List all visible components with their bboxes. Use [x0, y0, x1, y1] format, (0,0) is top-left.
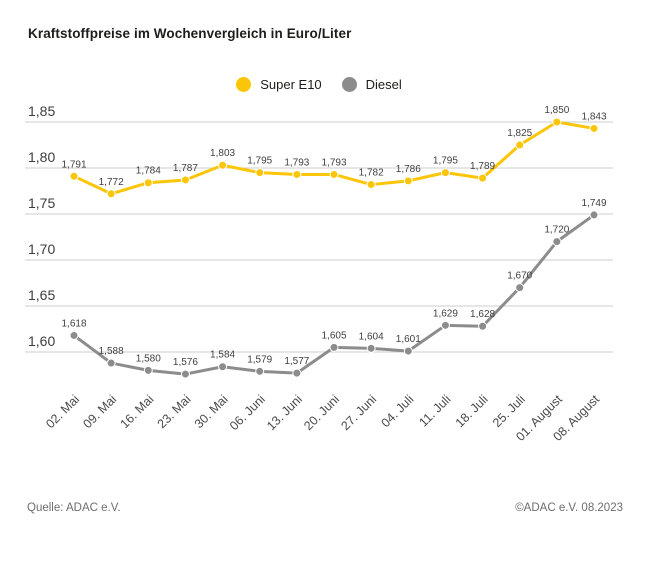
x-tick-label: 11. Juli [416, 392, 453, 429]
x-tick-label: 04. Juli [378, 392, 416, 430]
data-label-diesel: 1,720 [544, 225, 569, 236]
data-label-super-e10: 1,787 [173, 163, 198, 174]
data-point-super-e10 [292, 169, 302, 179]
data-point-diesel [143, 365, 153, 375]
footer-copyright: ©ADAC e.V. 08.2023 [515, 502, 623, 514]
legend-label-super-e10: Super E10 [260, 77, 322, 92]
data-point-super-e10 [180, 175, 190, 185]
x-tick-label: 23. Mai [155, 392, 194, 431]
x-tick-label: 20. Juni [301, 392, 342, 433]
data-label-super-e10: 1,825 [507, 128, 532, 139]
super-e10-dot-icon [236, 77, 252, 92]
data-label-diesel: 1,588 [99, 346, 124, 357]
data-label-super-e10: 1,795 [247, 156, 272, 167]
legend-item-super-e10: Super E10 [236, 77, 322, 92]
data-label-diesel: 1,601 [396, 334, 421, 345]
data-point-super-e10 [366, 180, 376, 190]
x-tick-label: 06. Juni [227, 392, 268, 433]
data-point-super-e10 [106, 189, 116, 199]
data-label-diesel: 1,576 [173, 357, 198, 368]
x-tick-label: 18. Juli [453, 392, 491, 430]
data-label-super-e10: 1,782 [359, 168, 384, 179]
data-label-super-e10: 1,786 [396, 164, 421, 175]
data-point-diesel [589, 210, 599, 220]
data-label-diesel: 1,584 [210, 350, 235, 361]
y-tick-label: 1,65 [28, 287, 55, 303]
data-label-diesel: 1,577 [284, 356, 309, 367]
data-label-super-e10: 1,850 [544, 105, 569, 116]
x-tick-label: 30. Mai [192, 392, 231, 431]
y-tick-label: 1,80 [28, 149, 55, 165]
data-point-super-e10 [403, 176, 413, 186]
data-point-diesel [218, 362, 228, 372]
data-label-super-e10: 1,793 [321, 157, 346, 168]
legend-item-diesel: Diesel [341, 77, 402, 92]
y-tick-label: 1,85 [28, 103, 55, 119]
data-point-diesel [552, 237, 562, 247]
data-label-diesel: 1,604 [359, 331, 384, 342]
data-point-diesel [106, 358, 116, 368]
y-tick-label: 1,70 [28, 241, 55, 257]
data-point-diesel [329, 342, 339, 352]
data-label-super-e10: 1,843 [581, 111, 606, 122]
y-tick-label: 1,75 [28, 195, 55, 211]
data-point-diesel [403, 346, 413, 356]
data-label-super-e10: 1,789 [470, 161, 495, 172]
chart-title: Kraftstoffpreise im Wochenvergleich in E… [28, 26, 352, 41]
data-point-super-e10 [218, 160, 228, 170]
x-tick-label: 02. Mai [43, 392, 82, 431]
data-label-super-e10: 1,784 [136, 166, 161, 177]
y-tick-label: 1,60 [28, 333, 55, 349]
data-point-super-e10 [143, 178, 153, 188]
data-point-super-e10 [589, 123, 599, 133]
legend-label-diesel: Diesel [365, 77, 402, 92]
data-point-diesel [255, 366, 265, 376]
data-point-diesel [180, 369, 190, 379]
data-point-super-e10 [440, 168, 450, 178]
diesel-dot-icon [341, 77, 357, 92]
data-point-diesel [478, 321, 488, 331]
data-label-diesel: 1,579 [247, 354, 272, 365]
x-tick-label: 09. Mai [80, 392, 119, 431]
data-label-super-e10: 1,791 [61, 159, 86, 170]
data-label-diesel: 1,629 [433, 308, 458, 319]
data-point-diesel [515, 283, 525, 293]
data-point-super-e10 [515, 140, 525, 150]
data-point-super-e10 [329, 169, 339, 179]
footer-source: Quelle: ADAC e.V. [27, 502, 121, 514]
data-point-diesel [69, 330, 79, 340]
data-label-diesel: 1,628 [470, 309, 495, 320]
data-point-diesel [440, 320, 450, 330]
data-point-diesel [366, 343, 376, 353]
legend: Super E10 Diesel [25, 77, 613, 92]
data-label-super-e10: 1,793 [284, 157, 309, 168]
data-point-super-e10 [478, 173, 488, 183]
data-label-super-e10: 1,772 [99, 177, 124, 188]
data-label-diesel: 1,749 [581, 198, 606, 209]
x-tick-label: 27. Juni [338, 392, 379, 433]
data-point-diesel [292, 368, 302, 378]
data-point-super-e10 [69, 171, 79, 181]
x-tick-label: 13. Juni [264, 392, 305, 433]
data-label-diesel: 1,618 [61, 318, 86, 329]
x-tick-label: 16. Mai [118, 392, 157, 431]
data-label-diesel: 1,605 [321, 330, 346, 341]
data-label-diesel: 1,670 [507, 271, 532, 282]
data-label-super-e10: 1,795 [433, 156, 458, 167]
data-point-super-e10 [552, 117, 562, 127]
data-label-super-e10: 1,803 [210, 148, 235, 159]
data-point-super-e10 [255, 168, 265, 178]
data-label-diesel: 1,580 [136, 353, 161, 364]
